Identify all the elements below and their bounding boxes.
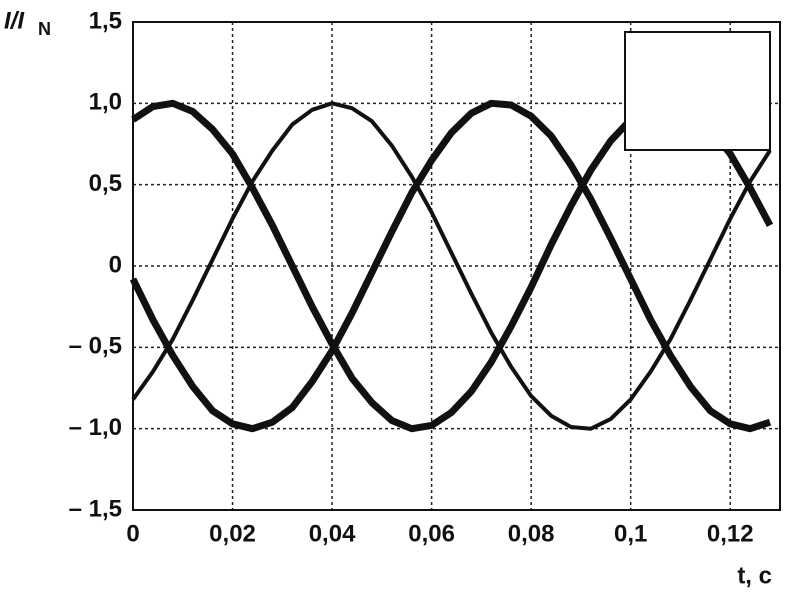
x-tick-label: 0 — [126, 520, 139, 547]
y-tick-label: 0 — [109, 251, 122, 278]
y-tick-label: – 1,5 — [69, 495, 122, 522]
x-tick-label: 0,04 — [309, 520, 356, 547]
x-tick-label: 0,12 — [707, 520, 754, 547]
legend-box — [624, 31, 771, 151]
y-tick-label: 0,5 — [89, 170, 122, 197]
x-tick-label: 0,06 — [408, 520, 455, 547]
y-tick-label: 1,0 — [89, 89, 122, 116]
y-axis-label-subscript: N — [38, 19, 51, 39]
plot-frame — [132, 21, 781, 511]
y-tick-label: – 0,5 — [69, 333, 122, 360]
y-tick-label: – 1,0 — [69, 414, 122, 441]
data-line — [129, 99, 772, 433]
y-axis-label: I/I — [4, 7, 25, 34]
x-tick-label: 0,08 — [508, 520, 555, 547]
x-tick-label: 0,1 — [614, 520, 647, 547]
x-axis-label: t, c — [737, 562, 772, 589]
x-tick-label: 0,02 — [209, 520, 256, 547]
y-tick-label: 1,5 — [89, 7, 122, 34]
